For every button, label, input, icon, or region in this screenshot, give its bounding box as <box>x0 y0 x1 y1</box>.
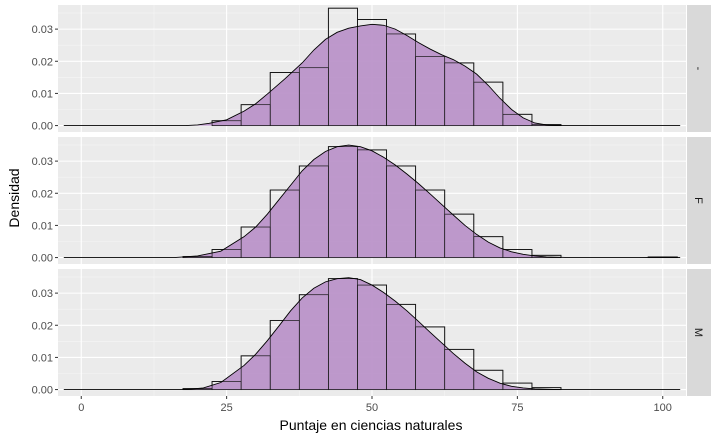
x-tick-label: 100 <box>654 402 672 414</box>
x-axis-title: Puntaje en ciencias naturales <box>280 417 463 433</box>
x-tick-label: 0 <box>78 402 84 414</box>
y-axis-title: Densidad <box>6 168 22 227</box>
facet-panel-2: 0.00 0.01 0.02 0.03 F <box>32 137 711 265</box>
facet-strip-label: - <box>692 67 704 71</box>
facet-strip-label: M <box>692 328 704 337</box>
density-area <box>63 277 681 390</box>
y-tick-label: 0.00 <box>32 253 53 265</box>
histogram-bar-outline <box>473 81 504 126</box>
histogram-bar-outline <box>502 113 533 126</box>
y-tick-label: 0.02 <box>32 320 53 332</box>
y-tick-label: 0.01 <box>32 352 53 364</box>
x-axis: 0 25 50 75 100 <box>78 396 672 414</box>
y-tick-label: 0.00 <box>32 121 53 133</box>
x-tick-label: 25 <box>221 402 233 414</box>
histogram-bar-outline <box>531 254 562 258</box>
facet-strip <box>687 5 711 132</box>
y-tick-label: 0.03 <box>32 288 53 300</box>
facet-strip <box>687 137 711 264</box>
facet-strip-label: F <box>692 197 704 204</box>
y-tick-label: 0.03 <box>32 156 53 168</box>
density-curve <box>63 144 681 259</box>
y-tick-label: 0.01 <box>32 88 53 100</box>
histogram-bar-outline <box>473 369 504 390</box>
facet-strip <box>687 269 711 396</box>
density-curve <box>63 277 681 391</box>
x-tick-label: 50 <box>366 402 378 414</box>
histogram-bar-outlines <box>211 7 562 126</box>
density-area <box>63 145 681 258</box>
y-tick-label: 0.00 <box>32 385 53 397</box>
x-tick-label: 75 <box>511 402 523 414</box>
histogram-bar-outline <box>473 236 504 258</box>
density-curve <box>63 23 681 127</box>
facet-panel-3: 0.00 0.01 0.02 0.03 M <box>32 269 711 397</box>
histogram-bar-outlines <box>182 146 678 258</box>
histogram-bar-outline <box>502 249 533 258</box>
histogram-bar-outline <box>444 213 475 258</box>
y-tick-label: 0.03 <box>32 24 53 36</box>
panels-layer: 0.000.010.020.03-0.000.010.020.03F0.000.… <box>32 5 711 397</box>
y-tick-label: 0.01 <box>32 220 53 232</box>
y-tick-label: 0.02 <box>32 56 53 68</box>
density-area <box>63 24 681 126</box>
histogram-bar-outline <box>502 382 533 390</box>
facet-panel-1: 0.00 0.01 0.02 0.03 - <box>32 5 711 133</box>
y-tick-label: 0.02 <box>32 188 53 200</box>
